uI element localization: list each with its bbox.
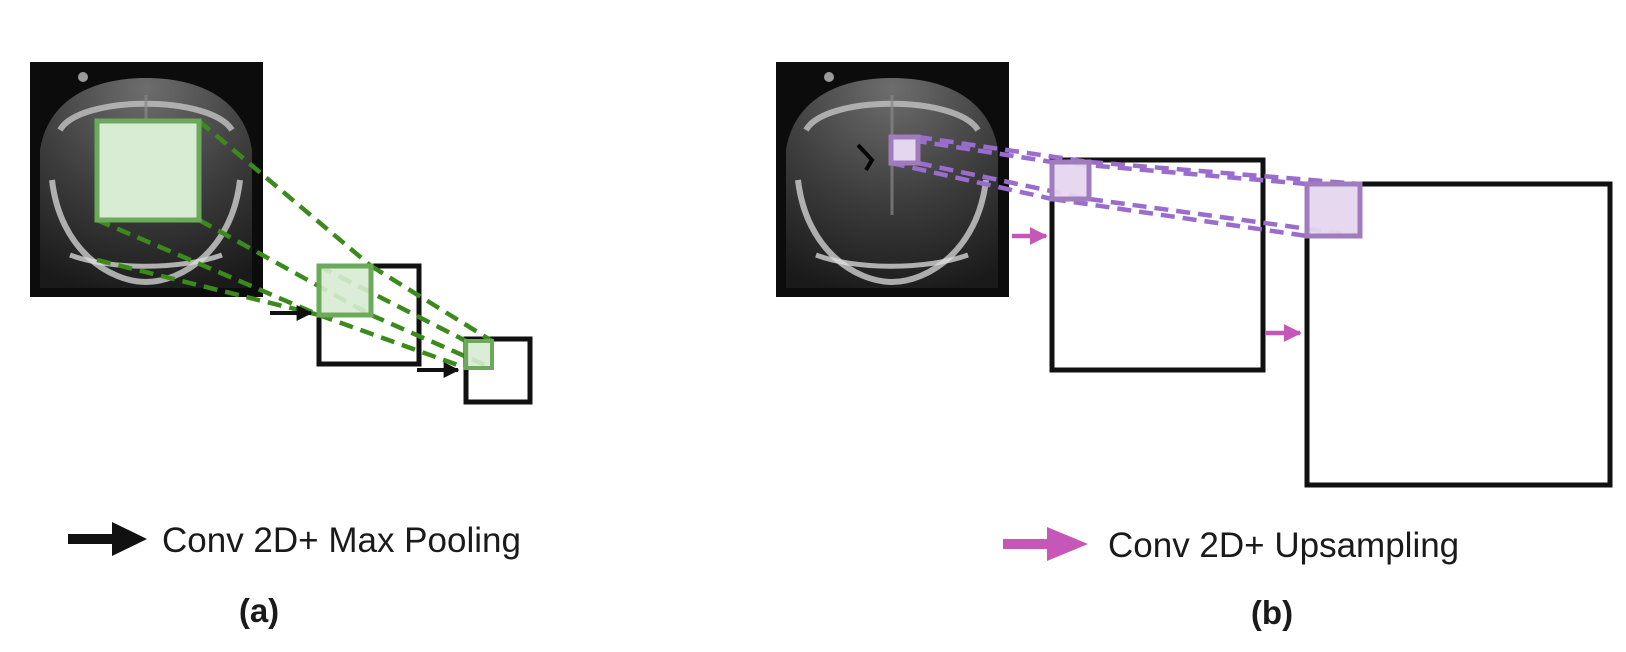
- ultrasound-image-b: [776, 62, 1009, 297]
- kernel-box-b-2: [1304, 181, 1363, 239]
- legend-arrow-black-icon: [68, 522, 147, 556]
- panel-label-a: (a): [239, 592, 279, 629]
- kernel-box-b-1: [1049, 159, 1092, 202]
- panel-b: Conv 2D+ Upsampling (b): [776, 62, 1613, 631]
- legend-arrow-pink-icon: [1003, 527, 1088, 561]
- legend-a: Conv 2D+ Max Pooling: [68, 521, 521, 560]
- kernel-box-a-input: [94, 118, 202, 223]
- panel-a: Conv 2D+ Max Pooling (a): [30, 62, 533, 629]
- legend-label-a: Conv 2D+ Max Pooling: [162, 521, 521, 560]
- legend-label-b: Conv 2D+ Upsampling: [1108, 526, 1459, 565]
- kernel-box-a-2: [464, 339, 494, 370]
- legend-b: Conv 2D+ Upsampling: [1003, 526, 1459, 565]
- kernel-box-b-input: [888, 134, 921, 166]
- panel-label-b: (b): [1251, 594, 1293, 631]
- kernel-box-a-1: [316, 263, 374, 318]
